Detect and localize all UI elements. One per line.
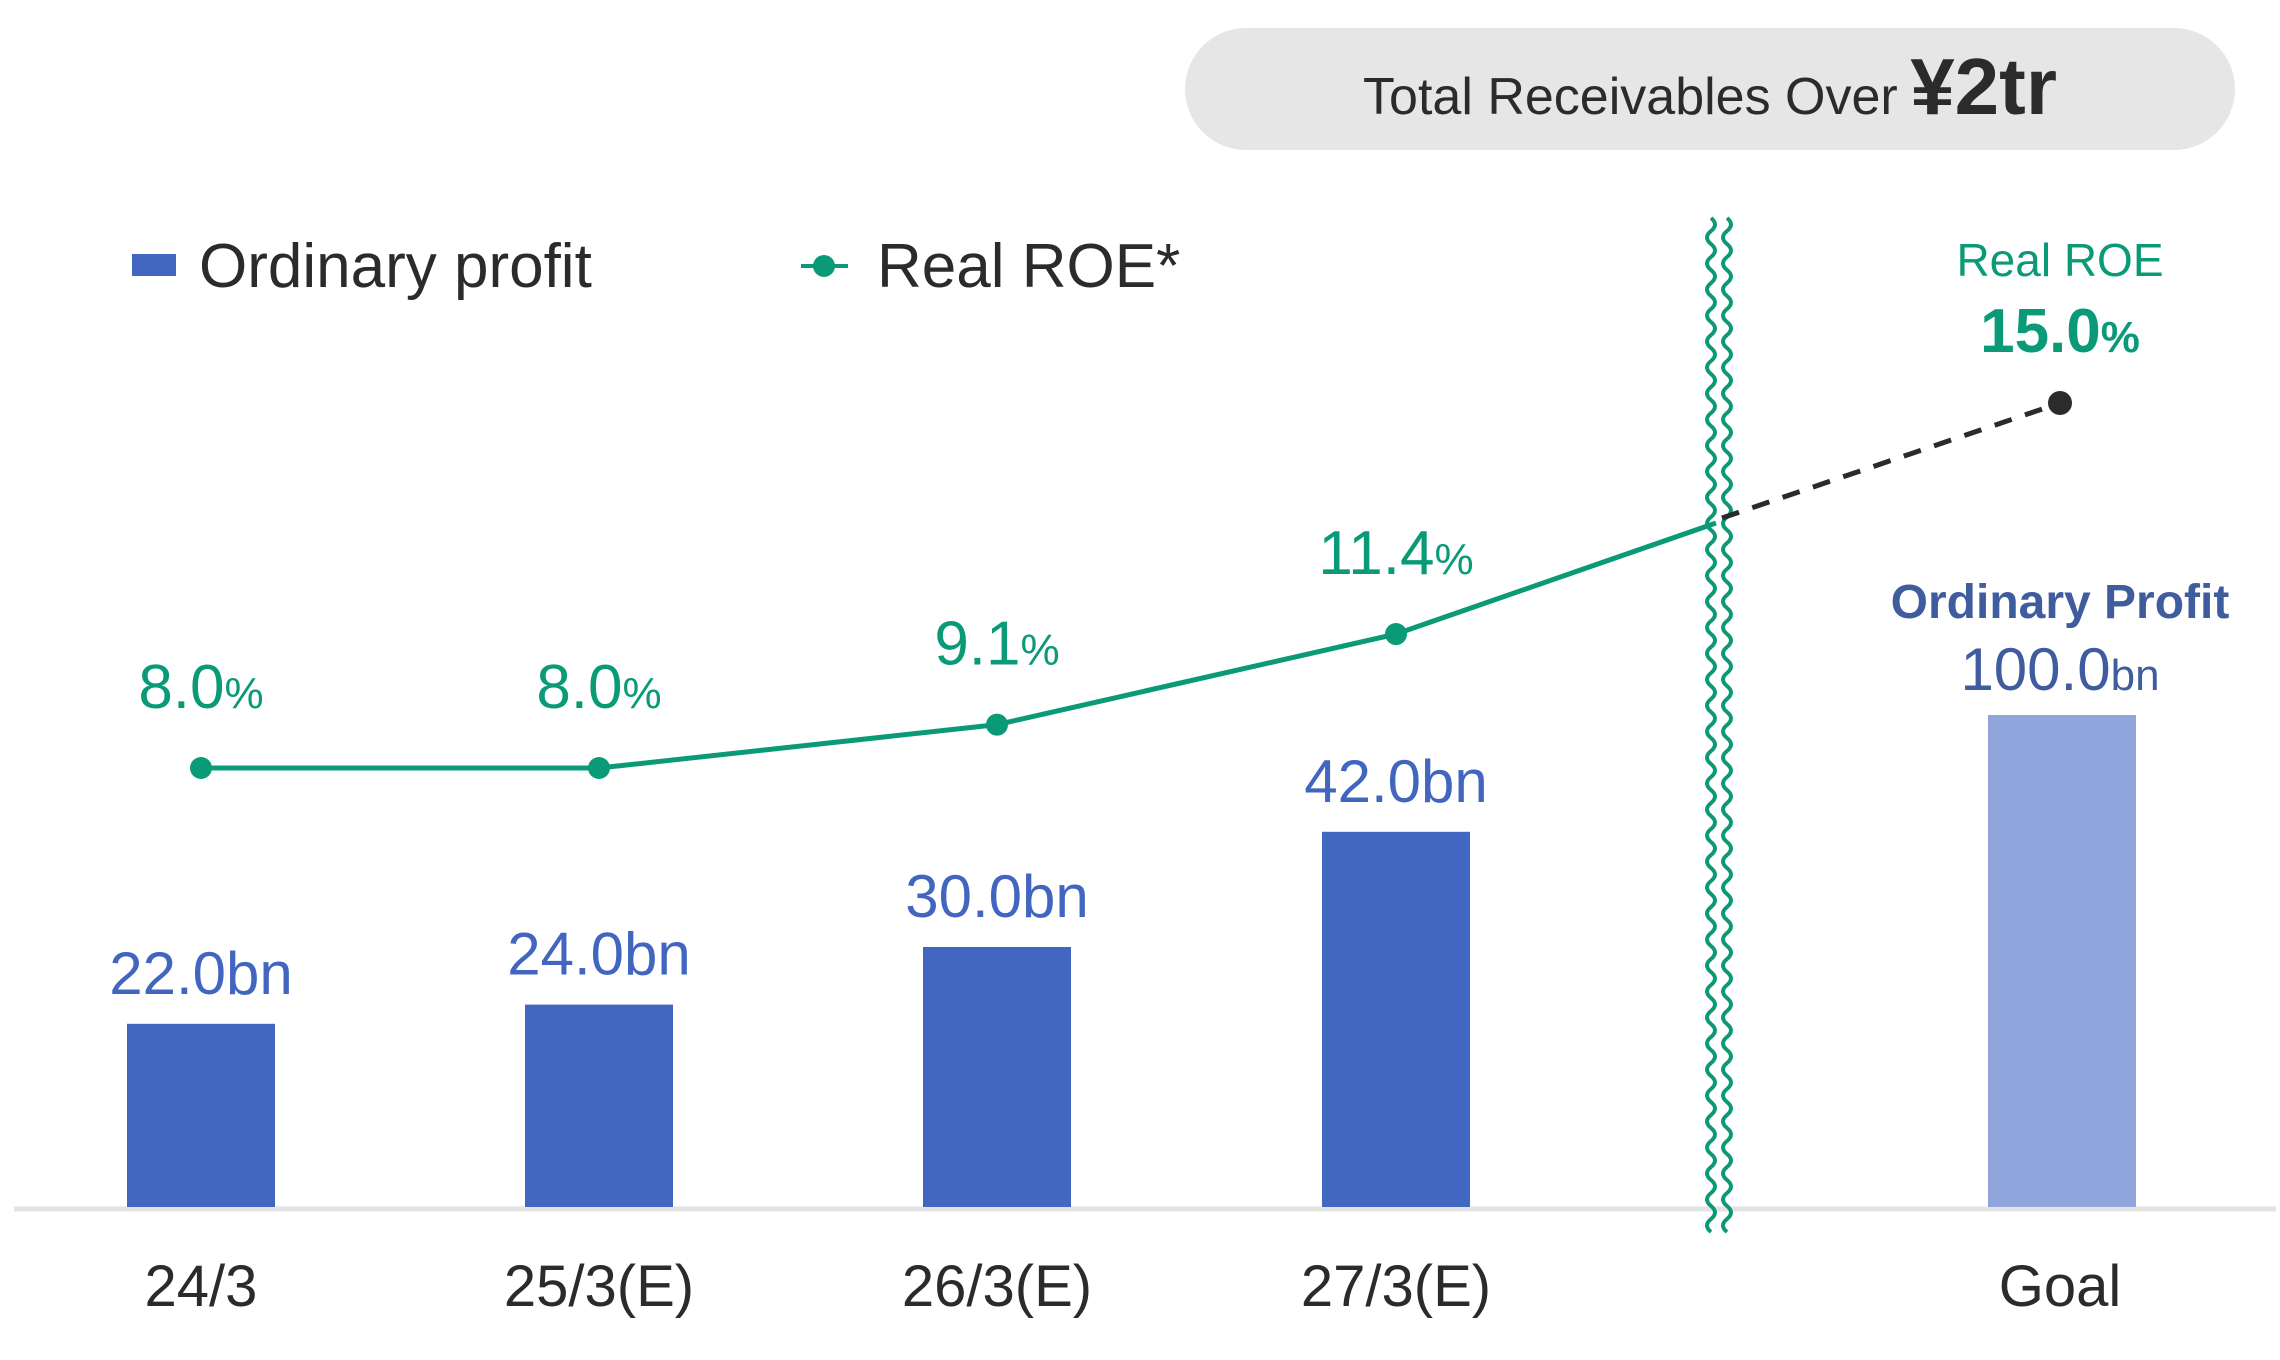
legend-line-label: Real ROE*: [877, 232, 1180, 301]
roe-value-label: 11.4%: [1318, 519, 1473, 588]
goal-profit-value: 100.0bn: [1960, 636, 2159, 703]
roe-projection-line: [1721, 400, 2061, 521]
roe-value-unit: %: [1021, 626, 1060, 675]
roe-goal-point: [2048, 391, 2072, 415]
roe-value-number: 8.0: [536, 653, 622, 722]
bars: [127, 831, 1470, 1207]
bar-value-label: 42.0bn: [1304, 748, 1488, 815]
category-label: 25/3(E): [504, 1254, 694, 1319]
roe-value-unit: %: [1434, 535, 1473, 584]
goal-profit-number: 100.0: [1960, 636, 2110, 703]
bar-27/3(E): [1322, 831, 1470, 1207]
roe-value-label: 9.1%: [934, 610, 1059, 679]
legend-line-marker: [813, 255, 835, 277]
banner-amount: ¥2tr: [1910, 42, 2057, 131]
goal-profit-unit: bn: [2111, 651, 2160, 700]
roe-value-number: 9.1: [934, 610, 1020, 679]
legend-bar-label: Ordinary profit: [199, 232, 592, 301]
banner-background: [1185, 28, 2235, 150]
legend: Ordinary profit Real ROE*: [132, 232, 1180, 301]
roe-value-label: 8.0%: [138, 653, 263, 722]
roe-value-number: 8.0: [138, 653, 224, 722]
axis-break: [1705, 216, 1733, 1234]
bar-26/3(E): [923, 947, 1071, 1207]
category-label-goal: Goal: [1999, 1254, 2122, 1319]
roe-value-unit: %: [623, 669, 662, 718]
roe-point: [190, 757, 212, 779]
roe-point: [1385, 623, 1407, 646]
legend-bar-swatch: [132, 254, 176, 276]
category-label: 26/3(E): [902, 1254, 1092, 1319]
bar-value-label: 30.0bn: [905, 863, 1089, 930]
roe-value-unit: %: [225, 669, 264, 718]
category-label: 27/3(E): [1301, 1254, 1491, 1319]
roe-point: [986, 713, 1008, 736]
goal-roe-value: 15.0%: [1980, 297, 2140, 366]
roe-point: [588, 757, 610, 779]
category-label: 24/3: [145, 1254, 258, 1319]
banner: Total Receivables Over ¥2tr: [1185, 28, 2235, 150]
category-labels: 24/3 25/3(E) 26/3(E) 27/3(E): [145, 1254, 1492, 1319]
bar-25/3(E): [525, 1004, 673, 1207]
banner-text: Total Receivables Over ¥2tr: [1363, 42, 2057, 131]
goal-roe-number: 15.0: [1980, 297, 2101, 366]
goal-profit-title: Ordinary Profit: [1891, 576, 2230, 629]
roe-value-label: 8.0%: [536, 653, 661, 722]
bar-value-label: 22.0bn: [109, 940, 293, 1007]
bar-labels: 22.0bn 24.0bn 30.0bn 42.0bn: [109, 748, 1488, 1007]
goal-roe-unit: %: [2101, 313, 2140, 362]
banner-prefix: Total Receivables Over: [1363, 68, 1898, 126]
goal-group: Real ROE 15.0% Ordinary Profit 100.0bn G…: [1721, 234, 2230, 1319]
axis-break-wave-left: [1705, 216, 1717, 1234]
goal-roe-title: Real ROE: [1956, 234, 2163, 286]
axis-break-wave-right: [1721, 216, 1733, 1234]
roe-line-group: 8.0% 8.0%9.1%11.4%: [138, 519, 1717, 779]
bar-value-label: 24.0bn: [507, 921, 691, 988]
goal-bar: [1988, 715, 2136, 1207]
bar-24/3: [127, 1023, 275, 1207]
roe-value-number: 11.4: [1318, 519, 1434, 588]
